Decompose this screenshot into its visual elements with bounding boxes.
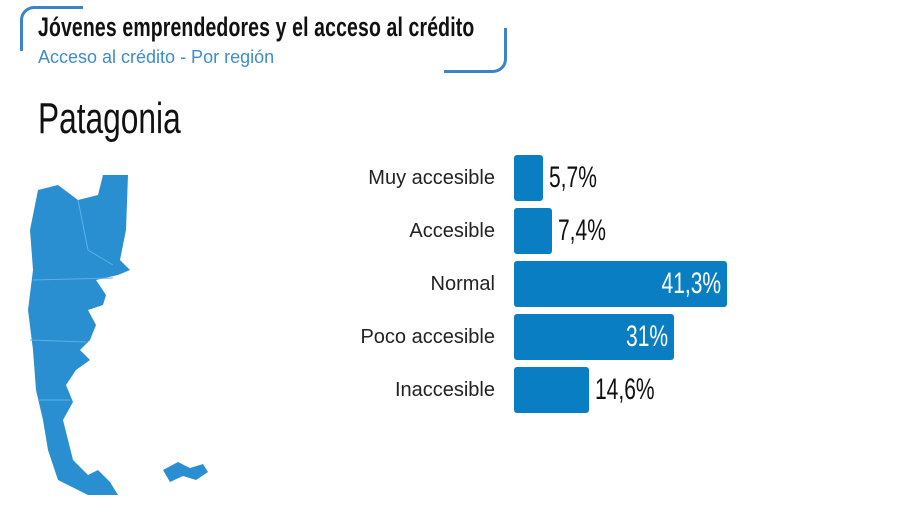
bar-poco-accesible bbox=[514, 314, 674, 360]
category-label: Accesible bbox=[409, 220, 495, 242]
bar-inaccesible bbox=[514, 367, 590, 413]
value-label: 7,4% bbox=[558, 214, 607, 247]
value-label: 41,3% bbox=[661, 267, 721, 300]
bar-muy-accesible bbox=[514, 155, 544, 201]
category-label: Poco accesible bbox=[360, 326, 495, 348]
category-label: Normal bbox=[430, 273, 495, 295]
header-frame-top-left bbox=[20, 6, 83, 51]
value-label: 5,7% bbox=[549, 161, 598, 194]
page-subtitle: Acceso al crédito - Por región bbox=[38, 47, 275, 67]
region-title: Patagonia bbox=[38, 94, 181, 143]
category-label: Muy accesible bbox=[368, 167, 495, 189]
value-label: 31% bbox=[625, 320, 668, 353]
value-label: 14,6% bbox=[595, 373, 655, 406]
page-title: Jóvenes emprendedores y el acceso al cré… bbox=[38, 12, 475, 42]
bar-accesible bbox=[514, 208, 553, 254]
bar-normal bbox=[514, 261, 727, 307]
header-frame-bottom-right bbox=[444, 28, 507, 73]
category-label: Inaccesible bbox=[394, 379, 495, 401]
patagonia-map-icon bbox=[28, 175, 208, 495]
